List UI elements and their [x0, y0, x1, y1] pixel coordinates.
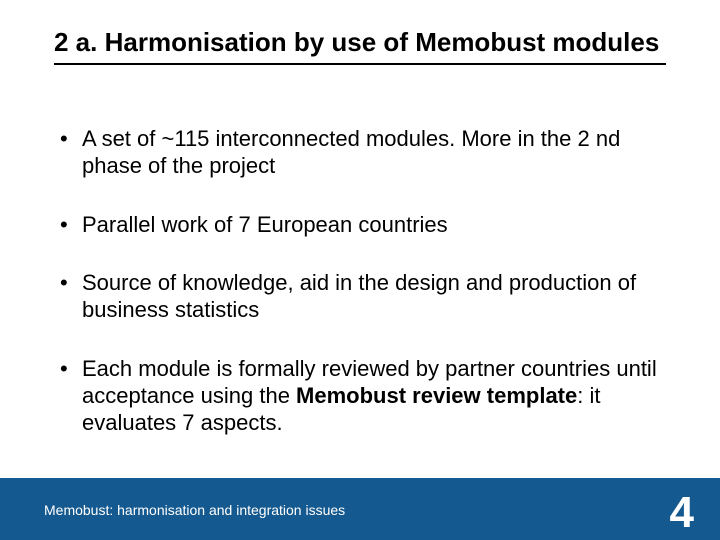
page-number: 4 [670, 488, 694, 538]
list-item: Each module is formally reviewed by part… [54, 356, 666, 436]
bullet-text-pre: A set of ~115 interconnected modules. Mo… [82, 126, 620, 178]
list-item: Source of knowledge, aid in the design a… [54, 270, 666, 324]
list-item: A set of ~115 interconnected modules. Mo… [54, 126, 666, 180]
bullet-text-pre: Source of knowledge, aid in the design a… [82, 270, 636, 322]
footer-text: Memobust: harmonisation and integration … [44, 502, 345, 518]
bullet-text-strong: Memobust review template [296, 383, 577, 408]
slide-footer: Memobust: harmonisation and integration … [0, 478, 720, 540]
slide: 2 a. Harmonisation by use of Memobust mo… [0, 0, 720, 540]
slide-title: 2 a. Harmonisation by use of Memobust mo… [54, 26, 666, 65]
list-item: Parallel work of 7 European countries [54, 212, 666, 239]
bullet-text-pre: Parallel work of 7 European countries [82, 212, 448, 237]
bullet-list: A set of ~115 interconnected modules. Mo… [54, 126, 666, 437]
slide-body: A set of ~115 interconnected modules. Mo… [54, 126, 666, 469]
